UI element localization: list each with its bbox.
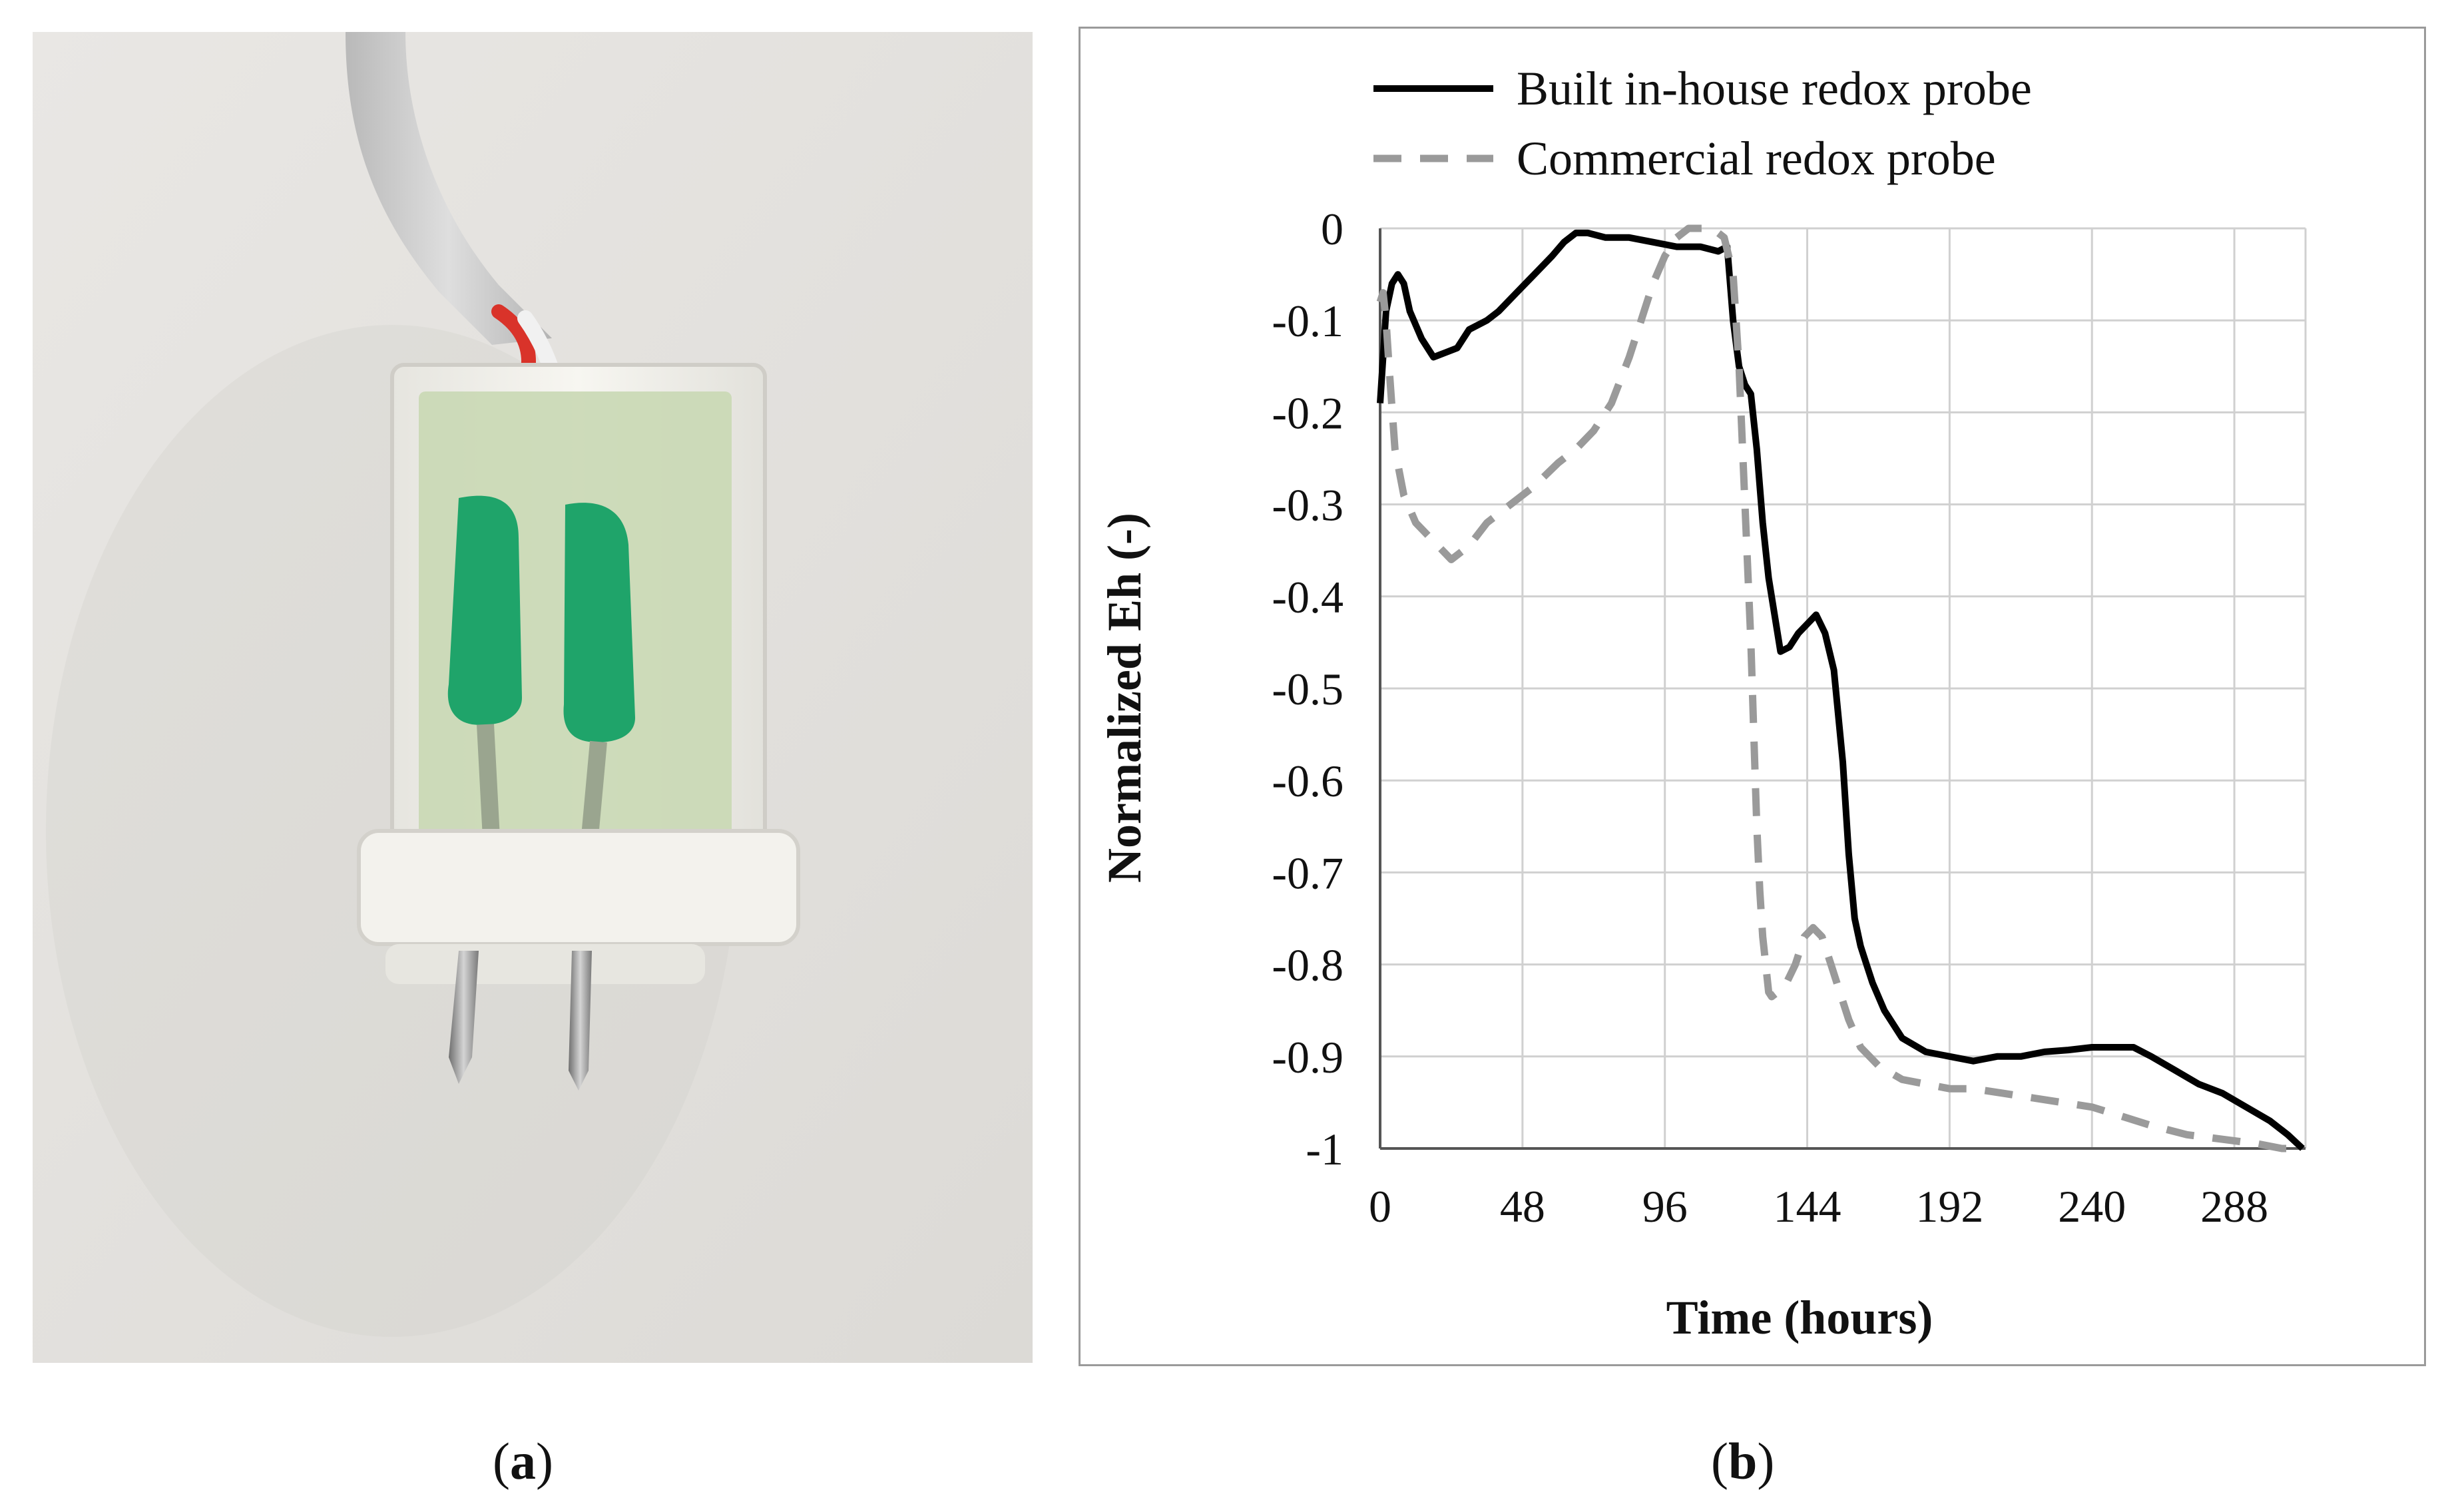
caption-a: (a)	[493, 1432, 553, 1490]
chart-panel: 0 -0.1 -0.2 -0.3 -0.4 -0.5 -0.6 -0.7 -0.8 -0.9 -1 0…	[1079, 27, 2426, 1366]
y-axis-label: Normalized Eh (-)	[1098, 513, 1151, 883]
caption-a-letter: a	[509, 1432, 536, 1490]
x-tick-label: 192	[1915, 1181, 1983, 1232]
y-tick-label: -0.3	[1272, 480, 1343, 531]
x-tick-label: 240	[2058, 1181, 2126, 1232]
y-tick-label: -0.9	[1272, 1032, 1343, 1083]
y-tick-label: -0.1	[1272, 296, 1343, 346]
series-commercial	[1376, 224, 2303, 1152]
y-tick-label: -0.8	[1272, 940, 1343, 991]
cable	[346, 32, 552, 345]
y-tick-label: -0.7	[1272, 848, 1343, 898]
probe-photo	[33, 32, 1033, 1363]
series-built-in-house	[1377, 229, 2305, 1151]
y-tick-label: -0.6	[1272, 756, 1343, 806]
line-chart: 0 -0.1 -0.2 -0.3 -0.4 -0.5 -0.6 -0.7 -0.8 -0.9 -1 0…	[1098, 62, 2307, 1344]
y-tick-label: -0.4	[1272, 572, 1343, 623]
x-tick-label: 0	[1369, 1181, 1391, 1232]
x-tick-label: 288	[2200, 1181, 2268, 1232]
sealant-left	[447, 495, 522, 725]
y-tick-label: -0.2	[1272, 387, 1343, 438]
x-tick-label: 48	[1500, 1181, 1545, 1232]
sealant-right	[563, 503, 635, 742]
caption-b-letter: b	[1728, 1432, 1758, 1490]
tick-labels: 0 -0.1 -0.2 -0.3 -0.4 -0.5 -0.6 -0.7 -0.8 -0.9 -1 0…	[1272, 204, 2268, 1232]
y-tick-label: -1	[1306, 1124, 1343, 1174]
caption-b: (b)	[1711, 1432, 1775, 1490]
x-tick-label: 144	[1774, 1181, 1841, 1232]
legend-label-built-in-house: Built in-house redox probe	[1517, 62, 2032, 115]
legend-label-commercial: Commercial redox probe	[1517, 132, 1996, 185]
pin-right	[569, 951, 592, 1091]
x-tick-label: 96	[1642, 1181, 1688, 1232]
probe-photo-icon	[33, 32, 1033, 1363]
series	[1376, 224, 2305, 1152]
pin-left	[449, 951, 479, 1084]
legend: Built in-house redox probe Commercial red…	[1373, 62, 2032, 185]
y-tick-label: -0.5	[1272, 664, 1343, 714]
x-axis-label: Time (hours)	[1666, 1291, 1933, 1344]
y-tick-label: 0	[1321, 204, 1343, 254]
probe-collar	[357, 829, 800, 946]
